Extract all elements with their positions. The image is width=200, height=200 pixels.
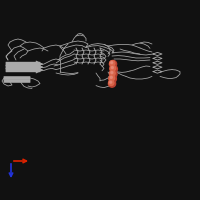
Circle shape [111,62,113,64]
Circle shape [110,76,112,78]
Circle shape [108,80,116,87]
FancyBboxPatch shape [6,68,40,72]
Circle shape [110,71,115,76]
Circle shape [109,60,117,68]
FancyBboxPatch shape [4,76,30,80]
Circle shape [109,75,116,83]
Circle shape [111,71,113,74]
FancyBboxPatch shape [4,79,30,83]
FancyBboxPatch shape [6,62,40,66]
Circle shape [109,80,114,85]
Circle shape [109,75,115,81]
Circle shape [110,81,112,83]
Circle shape [111,66,113,69]
Circle shape [110,61,115,66]
Circle shape [109,70,117,78]
Circle shape [110,66,116,71]
Circle shape [110,65,117,73]
FancyBboxPatch shape [6,65,40,69]
